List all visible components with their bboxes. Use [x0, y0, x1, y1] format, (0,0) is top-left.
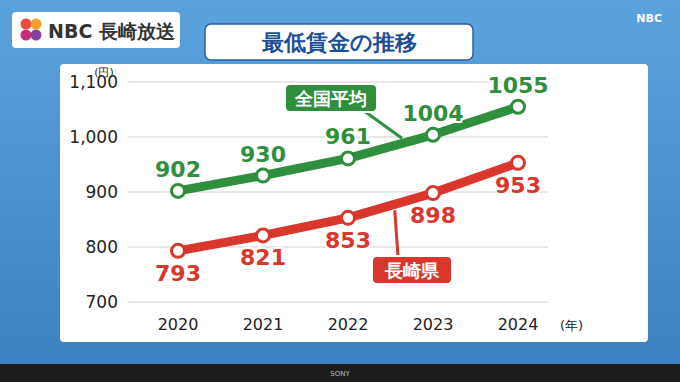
point: [342, 211, 355, 224]
data-label: 1004: [402, 101, 463, 126]
point: [257, 229, 270, 242]
logo-icon: [21, 19, 42, 41]
data-label: 930: [240, 142, 286, 167]
y-tick-label: 700: [86, 292, 118, 312]
point: [512, 100, 525, 113]
y-tick-label: 900: [86, 182, 118, 202]
data-labels: 902 930 961 1004 1055 793 821 853 898 953: [155, 73, 549, 286]
title: 最低賃金の推移: [261, 30, 417, 55]
point: [342, 152, 355, 165]
corner-logo: NBC: [636, 12, 662, 25]
tv-brand: SONY: [330, 370, 350, 378]
legend-entry: 長崎県: [372, 210, 452, 284]
data-label: 821: [240, 245, 286, 270]
y-tick-label: 1,000: [69, 127, 118, 147]
grid-line: [128, 82, 548, 83]
logo-dot: [31, 19, 42, 30]
data-label: 961: [325, 124, 371, 149]
x-tick-label: 2022: [328, 315, 369, 334]
legend-label: 全国平均: [294, 88, 367, 109]
legend-entry: 全国平均: [285, 84, 402, 138]
legend-pointer: [395, 210, 398, 256]
data-label: 953: [495, 173, 541, 198]
x-tick-label: 2020: [158, 315, 199, 334]
point: [512, 156, 525, 169]
point: [427, 128, 440, 141]
logo-dot: [31, 30, 42, 41]
data-marks: [172, 100, 525, 257]
x-tick-label: 2023: [413, 315, 454, 334]
legend-label: 長崎県: [384, 260, 440, 281]
screen: [0, 0, 680, 382]
logo-box: [12, 12, 180, 48]
chart-panel: [60, 64, 648, 342]
grid: [128, 82, 548, 302]
grid-line: [128, 302, 548, 303]
data-label: 1055: [487, 73, 548, 98]
legend-box: [285, 84, 377, 112]
data-label: 853: [325, 228, 371, 253]
tv-bezel: [0, 364, 680, 382]
point: [172, 184, 185, 197]
point: [257, 169, 270, 182]
logo-dot: [21, 19, 32, 30]
data-label: 902: [155, 157, 201, 182]
data-label: 793: [155, 261, 201, 286]
y-tick-label: 800: [86, 237, 118, 257]
logo-text: NBC 長崎放送: [48, 20, 175, 42]
logo-dot: [21, 30, 32, 41]
title-box: [205, 24, 473, 60]
x-axis-label: (年): [560, 318, 583, 333]
x-tick-label: 2021: [243, 315, 284, 334]
x-tick-label: 2024: [498, 315, 539, 334]
point: [172, 244, 185, 257]
point: [427, 187, 440, 200]
y-axis-label: (円): [94, 66, 114, 79]
legend-box: [372, 256, 452, 284]
data-label: 898: [410, 203, 456, 228]
chart-svg: SONYNBC 長崎放送NBC最低賃金の推移7008009001,0001,10…: [0, 0, 680, 382]
